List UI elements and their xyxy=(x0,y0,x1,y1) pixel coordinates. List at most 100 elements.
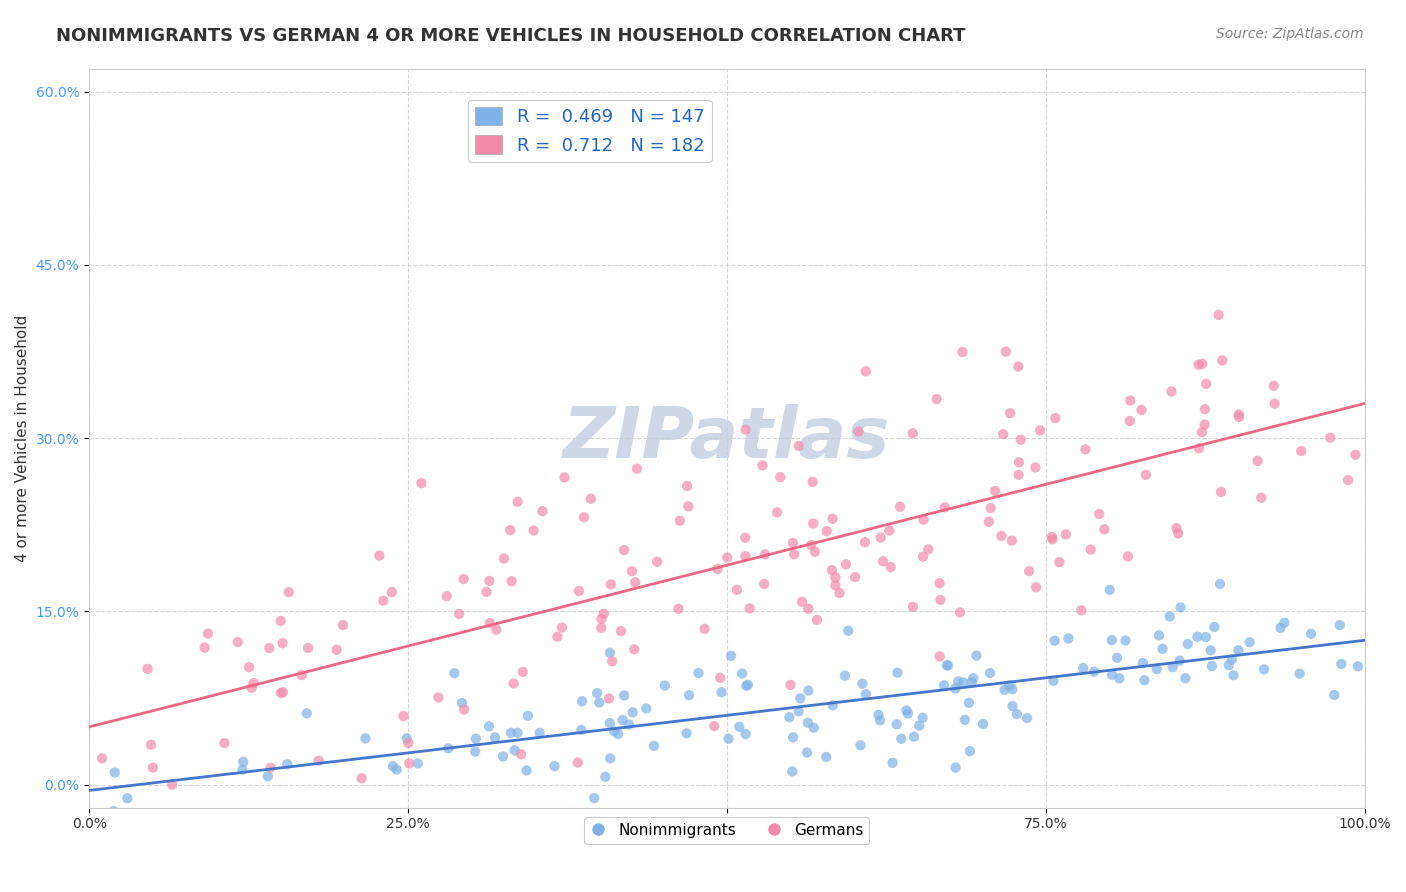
Nonimmigrants xyxy=(1170,600,1192,615)
Germans xyxy=(242,676,264,690)
Nonimmigrants xyxy=(780,764,803,779)
Nonimmigrants xyxy=(868,707,890,722)
Nonimmigrants xyxy=(797,683,820,698)
Germans xyxy=(240,681,263,695)
Nonimmigrants xyxy=(231,763,253,777)
Nonimmigrants xyxy=(295,706,318,721)
Nonimmigrants xyxy=(803,721,825,735)
Nonimmigrants xyxy=(886,717,908,731)
Germans xyxy=(368,549,391,563)
Nonimmigrants xyxy=(506,725,529,739)
Germans xyxy=(502,676,524,690)
Germans xyxy=(801,516,824,531)
Nonimmigrants xyxy=(1174,671,1197,685)
Nonimmigrants xyxy=(1209,577,1232,591)
Germans xyxy=(1191,357,1213,371)
Nonimmigrants xyxy=(1239,635,1261,649)
Germans xyxy=(1263,378,1285,392)
Nonimmigrants xyxy=(1329,618,1351,632)
Nonimmigrants xyxy=(569,723,592,737)
Nonimmigrants xyxy=(232,755,254,769)
Germans xyxy=(1119,393,1142,408)
Nonimmigrants xyxy=(117,791,139,805)
Germans xyxy=(1135,467,1157,482)
Germans xyxy=(782,536,804,550)
Nonimmigrants xyxy=(104,765,127,780)
Nonimmigrants xyxy=(1272,615,1295,630)
Nonimmigrants xyxy=(1227,643,1250,657)
Germans xyxy=(1001,533,1024,548)
Nonimmigrants xyxy=(1253,662,1275,676)
Germans xyxy=(783,547,806,561)
Nonimmigrants xyxy=(1042,673,1064,688)
Germans xyxy=(449,607,471,621)
Nonimmigrants xyxy=(1187,630,1209,644)
Nonimmigrants xyxy=(1071,661,1094,675)
Germans xyxy=(991,427,1014,442)
Germans xyxy=(980,501,1002,516)
Germans xyxy=(1116,549,1139,564)
Germans xyxy=(1264,397,1286,411)
Germans xyxy=(271,685,294,699)
Germans xyxy=(136,662,159,676)
Nonimmigrants xyxy=(728,720,751,734)
Germans xyxy=(506,494,529,508)
Germans xyxy=(645,555,668,569)
Nonimmigrants xyxy=(516,708,538,723)
Germans xyxy=(1227,408,1250,422)
Nonimmigrants xyxy=(599,716,621,731)
Germans xyxy=(226,635,249,649)
Germans xyxy=(880,560,903,574)
Germans xyxy=(436,589,458,603)
Germans xyxy=(1007,359,1029,374)
Nonimmigrants xyxy=(965,648,987,663)
Nonimmigrants xyxy=(953,713,976,727)
Germans xyxy=(1167,526,1189,541)
Germans xyxy=(1024,460,1046,475)
Nonimmigrants xyxy=(503,743,526,757)
Nonimmigrants xyxy=(599,751,621,765)
Nonimmigrants xyxy=(464,731,486,746)
Germans xyxy=(853,535,876,549)
Germans xyxy=(824,578,846,592)
Nonimmigrants xyxy=(276,757,298,772)
Germans xyxy=(676,479,699,493)
Germans xyxy=(1188,442,1211,456)
Nonimmigrants xyxy=(948,674,970,689)
Germans xyxy=(917,542,939,557)
Germans xyxy=(453,702,475,716)
Nonimmigrants xyxy=(381,759,404,773)
Germans xyxy=(512,665,534,679)
Nonimmigrants xyxy=(935,658,957,673)
Nonimmigrants xyxy=(643,739,665,753)
Nonimmigrants xyxy=(516,764,538,778)
Germans xyxy=(626,461,648,475)
Germans xyxy=(998,406,1021,420)
Germans xyxy=(877,524,900,538)
Germans xyxy=(769,470,792,484)
Germans xyxy=(350,771,373,785)
Germans xyxy=(928,576,950,591)
Nonimmigrants xyxy=(821,698,844,713)
Nonimmigrants xyxy=(607,727,630,741)
Germans xyxy=(568,584,591,599)
Germans xyxy=(1088,507,1111,521)
Nonimmigrants xyxy=(588,696,610,710)
Text: NONIMMIGRANTS VS GERMAN 4 OR MORE VEHICLES IN HOUSEHOLD CORRELATION CHART: NONIMMIGRANTS VS GERMAN 4 OR MORE VEHICL… xyxy=(56,27,966,45)
Nonimmigrants xyxy=(1220,652,1243,666)
Germans xyxy=(1194,417,1216,432)
Germans xyxy=(1194,402,1216,417)
Nonimmigrants xyxy=(1330,657,1353,671)
Germans xyxy=(787,439,810,453)
Germans xyxy=(600,654,623,668)
Germans xyxy=(291,668,314,682)
Nonimmigrants xyxy=(993,682,1015,697)
Germans xyxy=(1080,542,1102,557)
Nonimmigrants xyxy=(1288,666,1310,681)
Germans xyxy=(835,558,858,572)
Germans xyxy=(1160,384,1182,399)
Text: ZIPatlas: ZIPatlas xyxy=(564,404,890,473)
Germans xyxy=(523,524,546,538)
Germans xyxy=(889,500,911,514)
Nonimmigrants xyxy=(849,738,872,752)
